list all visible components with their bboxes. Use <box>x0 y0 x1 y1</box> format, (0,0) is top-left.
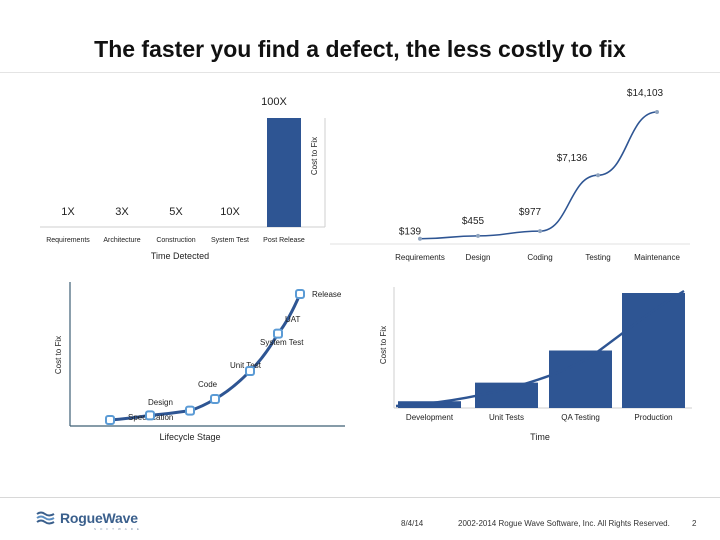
c4-bar <box>549 350 612 408</box>
c4-category-label: Production <box>634 413 672 422</box>
c3-point-label: Unit Test <box>230 361 262 370</box>
c2-point <box>596 173 600 178</box>
c1-data-label: 100X <box>261 96 287 108</box>
chart-cost-over-time: Development Unit Tests QA Testing Productio… <box>379 287 692 442</box>
c1-x-axis-label: Time Detected <box>151 251 209 261</box>
c2-data-label: $14,103 <box>627 88 664 99</box>
chart-relative-cost: 1X Requirements 3X Architecture 5X Constructi… <box>40 96 326 261</box>
title-divider <box>0 72 720 73</box>
c2-category-label: Requirements <box>395 253 445 262</box>
chart-dollar-cost: $139 Requirements $455 Design $977 Coding $7,1… <box>330 88 690 262</box>
c2-category-label: Maintenance <box>634 253 680 262</box>
c4-bar <box>475 382 538 408</box>
c4-category-label: QA Testing <box>561 413 600 422</box>
footer-divider <box>0 497 720 498</box>
c4-bar <box>398 401 461 408</box>
c4-bar <box>622 293 685 408</box>
c3-point-marker <box>210 394 220 404</box>
c4-x-axis-label: Time <box>530 432 550 442</box>
c4-category-label: Development <box>406 413 454 422</box>
c1-data-label: 1X <box>61 206 75 218</box>
c3-point-marker <box>145 410 155 421</box>
c1-bar <box>267 118 301 227</box>
logo-wordmark: RogueWave <box>60 510 138 526</box>
c2-series-line <box>419 111 658 240</box>
c3-x-axis-label: Lifecycle Stage <box>159 432 220 442</box>
c2-category-label: Coding <box>527 253 552 262</box>
c4-y-axis-label: Cost to Fix <box>379 326 388 364</box>
c1-data-label: 10X <box>220 206 240 218</box>
footer-date: 8/4/14 <box>401 519 424 528</box>
c2-data-label: $139 <box>399 227 422 238</box>
c3-point-label: Release <box>312 290 342 299</box>
c1-category-label: Architecture <box>103 237 140 244</box>
c3-point-marker <box>245 366 255 376</box>
c1-category-label: Post Release <box>263 237 305 244</box>
logo-subtext: SOFTWARE <box>94 527 143 531</box>
c3-point-marker <box>273 328 283 339</box>
c1-data-label: 3X <box>115 206 129 218</box>
company-logo: RogueWave SOFTWARE <box>36 510 139 531</box>
c2-point <box>418 236 422 241</box>
c4-trend-curve <box>395 289 685 408</box>
c1-y-axis-label: Cost to Fix <box>310 137 319 175</box>
c3-point-label: UAT <box>285 315 301 324</box>
c2-data-label: $455 <box>462 216 485 227</box>
c3-point-label: System Test <box>260 338 304 347</box>
c3-point-label: Design <box>148 398 173 407</box>
c1-category-label: Requirements <box>46 237 90 244</box>
c2-category-label: Testing <box>585 253 610 262</box>
c3-point-marker <box>295 289 305 299</box>
c2-data-label: $7,136 <box>557 153 588 164</box>
c3-curve <box>109 293 302 422</box>
page-number: 2 <box>692 519 697 528</box>
footer-copyright: 2002-2014 Rogue Wave Software, Inc. All … <box>458 519 670 528</box>
c2-point <box>655 110 659 114</box>
c3-point-label: Code <box>198 380 218 389</box>
wave-logo-icon <box>36 511 55 525</box>
c1-data-label: 5X <box>169 206 183 218</box>
c2-point <box>538 229 542 234</box>
c3-point-marker <box>105 415 115 425</box>
c2-point <box>476 233 480 238</box>
c3-point-marker <box>185 405 195 416</box>
c1-category-label: System Test <box>211 237 249 244</box>
c2-data-label: $977 <box>519 207 542 218</box>
c3-y-axis-label: Cost to Fix <box>54 336 63 374</box>
slide-title: The faster you find a defect, the less c… <box>94 36 626 62</box>
c4-category-label: Unit Tests <box>489 413 524 422</box>
c1-category-label: Construction <box>156 237 195 244</box>
c2-category-label: Design <box>466 253 491 262</box>
